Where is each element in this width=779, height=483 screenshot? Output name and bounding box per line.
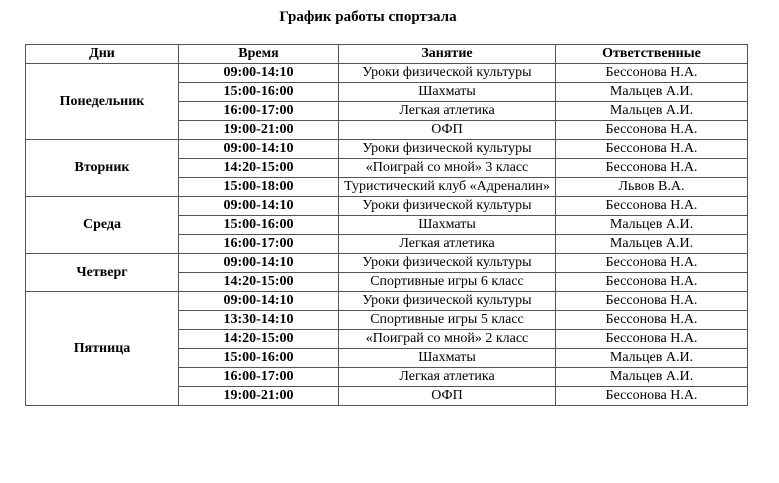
activity-cell: Легкая атлетика [338,101,556,121]
table-row: 14:20-15:00 «Поиграй со мной» 3 класс Бесс… [26,158,748,178]
responsible-cell: Бессонова Н.А. [555,158,748,178]
schedule-table: Дни Время Занятие Ответственные Понедель… [25,44,748,406]
time-cell: 16:00-17:00 [178,101,339,121]
responsible-cell: Мальцев А.И. [555,82,748,102]
activity-cell: Уроки физической культуры [338,253,556,273]
day-cell: Среда [25,196,179,254]
time-cell: 14:20-15:00 [178,158,339,178]
responsible-cell: Бессонова Н.А. [555,120,748,140]
activity-cell: ОФП [338,120,556,140]
document-title: График работы спортзала [279,9,457,25]
table-row: Пятница 09:00-14:10 Уроки физической культ… [25,291,748,406]
activity-cell: ОФП [338,386,556,406]
time-cell: 15:00-16:00 [178,348,339,368]
time-cell: 15:00-16:00 [178,82,339,102]
time-cell: 16:00-17:00 [178,234,339,254]
day-cell: Четверг [25,253,179,292]
time-cell: 09:00-14:10 [178,139,339,159]
day-cell: Понедельник [25,63,179,140]
activity-cell: Легкая атлетика [338,234,556,254]
time-cell: 15:00-18:00 [178,177,339,197]
responsible-cell: Мальцев А.И. [555,101,748,121]
table-row: 13:30-14:10 Спортивные игры 5 класс Бессон… [26,310,748,330]
header-days: Дни [25,44,179,64]
time-cell: 19:00-21:00 [178,386,339,406]
table-row: Четверг 09:00-14:10 Уроки физической культ… [25,253,748,292]
responsible-cell: Мальцев А.И. [555,215,748,235]
table-row: Понедельник 09:00-14:10 Уроки физической к… [25,63,748,140]
responsible-cell: Бессонова Н.А. [555,253,748,273]
responsible-cell: Мальцев А.И. [555,234,748,254]
responsible-cell: Львов В.А. [555,177,748,197]
table-row: Среда 09:00-14:10 Уроки физической культур… [25,196,748,254]
time-cell: 16:00-17:00 [178,367,339,387]
table-row: 16:00-17:00 Легкая атлетика Мальцев А.И. [26,234,748,254]
table-row: Вторник 09:00-14:10 Уроки физической культ… [25,139,748,197]
header-activity: Занятие [338,44,556,64]
table-header-row: Дни Время Занятие Ответственные [25,44,748,64]
activity-cell: Шахматы [338,82,556,102]
table-row: 15:00-16:00 Шахматы Мальцев А.И. [26,215,748,235]
header-time: Время [178,44,339,64]
table-row: 15:00-18:00 Туристический клуб «Адреналин… [26,177,748,197]
activity-cell: Уроки физической культуры [338,291,556,311]
table-row: 14:20-15:00 Спортивные игры 6 класс Бессон… [26,272,748,292]
activity-cell: Уроки физической культуры [338,63,556,83]
time-cell: 15:00-16:00 [178,215,339,235]
responsible-cell: Бессонова Н.А. [555,63,748,83]
day-cell: Пятница [25,291,179,406]
activity-cell: «Поиграй со мной» 2 класс [338,329,556,349]
responsible-cell: Бессонова Н.А. [555,291,748,311]
time-cell: 09:00-14:10 [178,253,339,273]
activity-cell: Спортивные игры 6 класс [338,272,556,292]
responsible-cell: Бессонова Н.А. [555,139,748,159]
responsible-cell: Мальцев А.И. [555,348,748,368]
activity-cell: Шахматы [338,348,556,368]
responsible-cell: Бессонова Н.А. [555,386,748,406]
responsible-cell: Мальцев А.И. [555,367,748,387]
table-row: 16:00-17:00 Легкая атлетика Мальцев А.И. [26,101,748,121]
table-row: 19:00-21:00 ОФП Бессонова Н.А. [26,386,748,406]
time-cell: 14:20-15:00 [178,329,339,349]
activity-cell: Спортивные игры 5 класс [338,310,556,330]
time-cell: 14:20-15:00 [178,272,339,292]
responsible-cell: Бессонова Н.А. [555,329,748,349]
responsible-cell: Бессонова Н.А. [555,272,748,292]
table-row: 16:00-17:00 Легкая атлетика Мальцев А.И. [26,367,748,387]
day-cell: Вторник [25,139,179,197]
activity-cell: Шахматы [338,215,556,235]
activity-cell: Уроки физической культуры [338,196,556,216]
time-cell: 09:00-14:10 [178,291,339,311]
time-cell: 19:00-21:00 [178,120,339,140]
responsible-cell: Бессонова Н.А. [555,310,748,330]
activity-cell: Уроки физической культуры [338,139,556,159]
activity-cell: «Поиграй со мной» 3 класс [338,158,556,178]
activity-cell: Туристический клуб «Адреналин» [338,177,556,197]
activity-cell: Легкая атлетика [338,367,556,387]
header-responsible: Ответственные [555,44,748,64]
time-cell: 09:00-14:10 [178,63,339,83]
time-cell: 13:30-14:10 [178,310,339,330]
responsible-cell: Бессонова Н.А. [555,196,748,216]
time-cell: 09:00-14:10 [178,196,339,216]
